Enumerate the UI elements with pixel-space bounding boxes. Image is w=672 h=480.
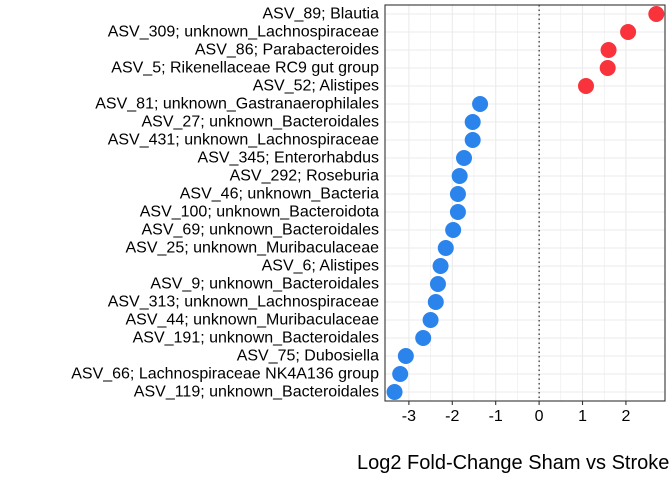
x-axis-title: Log2 Fold-Change Sham vs Stroke (357, 452, 669, 474)
category-label: ASV_66; Lachnospiraceae NK4A136 group (71, 366, 379, 383)
category-label: ASV_313; unknown_Lachnospiraceae (108, 294, 379, 311)
data-point (422, 312, 439, 328)
x-axis-ticks: -3 -2 -1 0 1 2 (402, 401, 630, 425)
data-point (449, 186, 466, 202)
category-label: ASV_292; Roseburia (230, 168, 380, 185)
data-point (472, 96, 489, 112)
x-tick-label: -3 (402, 408, 416, 425)
data-point (599, 60, 616, 76)
data-point (432, 258, 449, 274)
data-point (451, 168, 468, 184)
category-label: ASV_191; unknown_Bacteroidales (133, 330, 379, 347)
data-point (456, 150, 473, 166)
data-point (429, 276, 446, 292)
data-point (464, 114, 481, 130)
category-label: ASV_46; unknown_Bacteria (180, 186, 379, 203)
data-point (392, 366, 409, 382)
data-point (397, 348, 414, 364)
category-label: ASV_309; unknown_Lachnospiraceae (108, 24, 379, 41)
data-point (437, 240, 454, 256)
x-tick-label: 1 (578, 408, 587, 425)
data-point (648, 6, 665, 22)
category-label: ASV_27; unknown_Bacteroidales (142, 114, 380, 131)
data-point (445, 222, 462, 238)
plot-panel (385, 5, 665, 401)
data-point (464, 132, 481, 148)
category-label: ASV_44; unknown_Muribaculaceae (126, 312, 380, 329)
category-label: ASV_6; Alistipes (262, 258, 379, 275)
x-tick-label: -2 (445, 408, 459, 425)
data-point (449, 204, 466, 220)
category-label: ASV_25; unknown_Muribaculaceae (126, 240, 380, 257)
gridlines (385, 5, 665, 401)
data-point (415, 330, 432, 346)
x-tick-label: 2 (621, 408, 630, 425)
category-label: ASV_5; Rikenellaceae RC9 gut group (111, 60, 379, 77)
category-label: ASV_431; unknown_Lachnospiraceae (108, 132, 379, 149)
category-label: ASV_89; Blautia (262, 6, 379, 23)
category-label: ASV_100; unknown_Bacteroidota (140, 204, 379, 221)
data-point (600, 42, 617, 58)
category-label: ASV_86; Parabacteroides (195, 42, 379, 59)
category-label: ASV_52; Alistipes (253, 78, 379, 95)
data-point (577, 78, 594, 94)
panel-border (384, 4, 666, 402)
data-points (386, 6, 665, 400)
data-point (620, 24, 637, 40)
category-label: ASV_119; unknown_Bacteroidales (134, 384, 379, 401)
category-label: ASV_345; Enterorhabdus (198, 150, 379, 167)
x-tick-label: -1 (489, 408, 503, 425)
category-label: ASV_9; unknown_Bacteroidales (150, 276, 379, 293)
category-label: ASV_69; unknown_Bacteroidales (142, 222, 380, 239)
category-label: ASV_81; unknown_Gastranaerophilales (95, 96, 379, 113)
x-tick-label: 0 (535, 408, 544, 425)
category-label: ASV_75; Dubosiella (237, 348, 379, 365)
data-point (386, 384, 403, 400)
data-point (427, 294, 444, 310)
